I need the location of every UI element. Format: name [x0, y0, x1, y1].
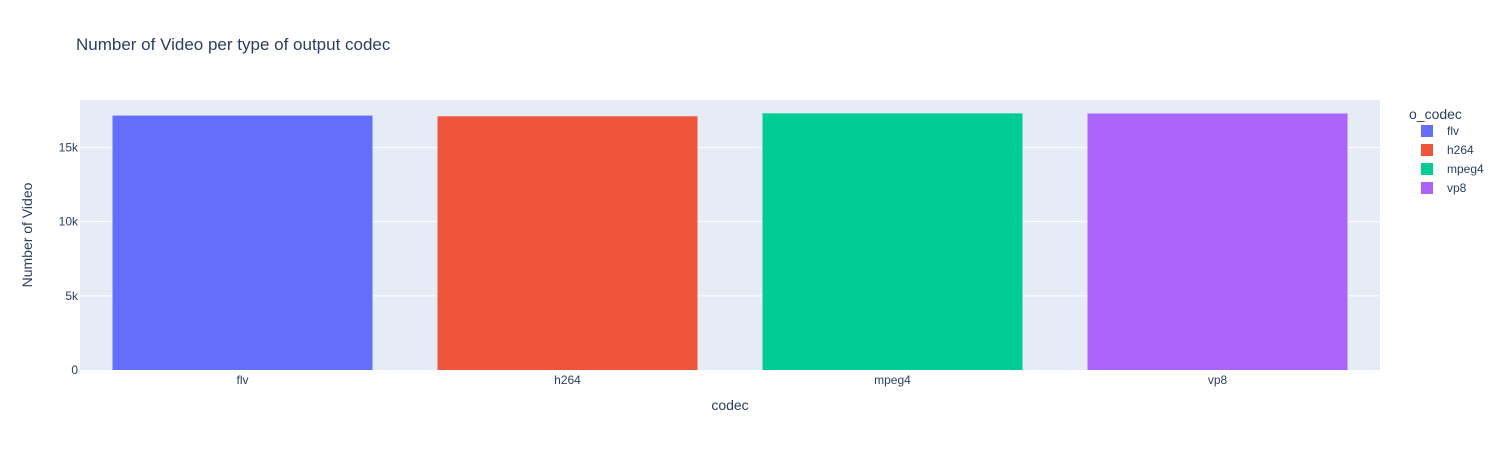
legend-item-h264[interactable]: h264 [1421, 143, 1474, 157]
chart-title: Number of Video per type of output codec [76, 35, 391, 54]
legend-item-mpeg4[interactable]: mpeg4 [1421, 162, 1484, 176]
legend-label: flv [1447, 124, 1459, 138]
legend-item-vp8[interactable]: vp8 [1421, 181, 1467, 195]
legend-label: h264 [1447, 143, 1474, 157]
x-axis-title: codec [711, 397, 748, 413]
legend-swatch [1421, 144, 1433, 156]
x-axis-ticks: flv h264 mpeg4 vp8 [237, 373, 1228, 387]
x-tick-label: vp8 [1208, 373, 1228, 387]
legend-swatch [1421, 125, 1433, 137]
legend-title: o_codec [1409, 106, 1462, 122]
x-tick-label: flv [237, 373, 249, 387]
y-tick-label: 10k [59, 215, 79, 229]
y-axis-title: Number of Video [19, 182, 35, 287]
bar-mpeg4[interactable] [762, 113, 1023, 370]
x-tick-label: mpeg4 [874, 373, 911, 387]
bar-vp8[interactable] [1087, 113, 1348, 371]
bar-h264[interactable] [437, 116, 698, 370]
legend-label: mpeg4 [1447, 162, 1484, 176]
bar-flv[interactable] [112, 115, 373, 370]
legend-items: flv h264 mpeg4 vp8 [1421, 124, 1484, 195]
bars [112, 113, 1348, 371]
legend-label: vp8 [1447, 181, 1467, 195]
y-tick-label: 0 [71, 363, 78, 377]
legend-item-flv[interactable]: flv [1421, 124, 1459, 138]
legend-swatch [1421, 163, 1433, 175]
y-axis-ticks: 0 5k 10k 15k [59, 140, 79, 377]
y-tick-label: 5k [65, 289, 79, 303]
x-tick-label: h264 [554, 373, 581, 387]
legend: o_codec flv h264 mpeg4 vp8 [1409, 106, 1484, 195]
y-tick-label: 15k [59, 140, 79, 154]
legend-swatch [1421, 182, 1433, 194]
